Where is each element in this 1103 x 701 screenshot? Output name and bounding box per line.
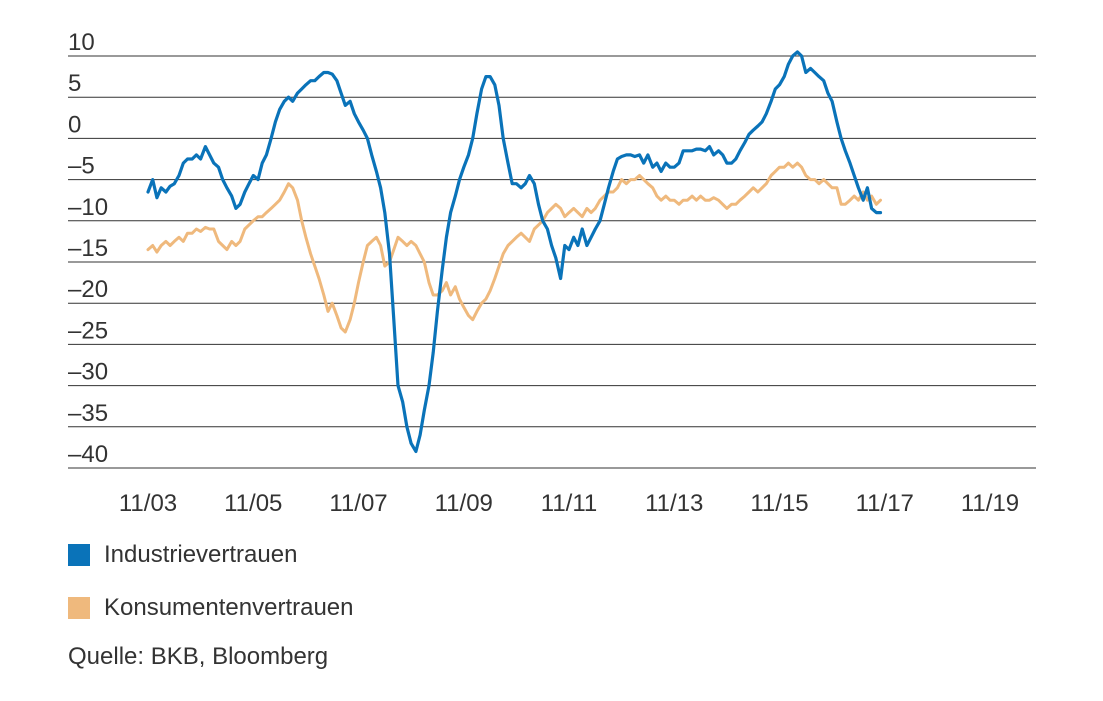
x-tick-label: 11/15 xyxy=(750,490,808,517)
x-tick-label: 11/19 xyxy=(961,490,1019,517)
source-note: Quelle: BKB, Bloomberg xyxy=(68,643,329,670)
legend-label-industrievertrauen: Industrievertrauen xyxy=(104,541,298,568)
y-tick-label: 10 xyxy=(68,29,95,56)
x-tick-label: 11/11 xyxy=(541,490,598,517)
legend-item-industrievertrauen: Industrievertrauen xyxy=(68,541,297,569)
x-tick-label: 11/05 xyxy=(224,490,282,517)
y-tick-label: –15 xyxy=(68,235,108,262)
y-tick-label: 5 xyxy=(68,70,81,97)
series-line-konsumentenvertrauen xyxy=(146,161,882,334)
y-tick-label: –10 xyxy=(68,194,108,221)
y-tick-label: 0 xyxy=(68,111,81,138)
y-tick-label: –20 xyxy=(68,276,108,303)
y-tick-label: –25 xyxy=(68,317,108,344)
legend-swatch-industrievertrauen xyxy=(68,544,90,566)
x-tick-label: 11/17 xyxy=(856,490,914,517)
x-axis-tick-labels: 11/03 11/05 11/07 11/09 11/11 11/13 11/15 11/17… xyxy=(119,490,1019,517)
x-tick-label: 11/13 xyxy=(645,490,703,517)
legend-label-konsumentenvertrauen: Konsumentenvertrauen xyxy=(104,594,354,621)
series-line-industrievertrauen xyxy=(146,50,883,454)
legend-swatch-konsumentenvertrauen xyxy=(68,597,90,619)
y-axis-tick-labels: 10 5 0 –5 –10 –15 –20 –25 –30 –35 –40 xyxy=(68,29,108,468)
x-tick-label: 11/07 xyxy=(329,490,387,517)
y-tick-label: –30 xyxy=(68,359,108,386)
x-tick-label: 11/09 xyxy=(435,490,493,517)
y-tick-label: –35 xyxy=(68,400,108,427)
y-tick-label: –5 xyxy=(68,153,95,180)
x-tick-label: 11/03 xyxy=(119,490,177,517)
series-lines xyxy=(146,50,883,454)
y-tick-label: –40 xyxy=(68,441,108,468)
grid-lines xyxy=(68,55,1036,469)
legend-item-konsumentenvertrauen: Konsumentenvertrauen xyxy=(68,594,354,622)
